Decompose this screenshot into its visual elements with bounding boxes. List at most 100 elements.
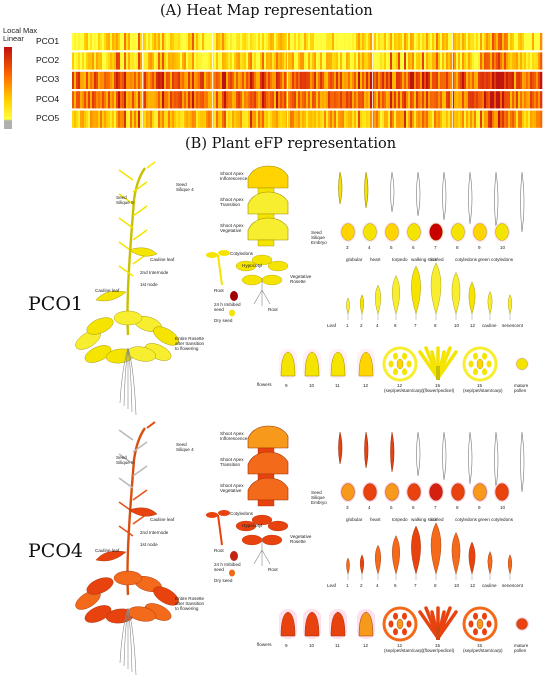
heatmap-cell — [404, 71, 407, 89]
heatmap-cell — [212, 110, 215, 128]
heatmap-cell — [414, 52, 417, 70]
heatmap-cell — [360, 52, 363, 70]
silique — [364, 171, 369, 209]
embryo-number: 8 — [456, 245, 459, 250]
heatmap-cell — [342, 71, 345, 89]
heatmap-cell — [376, 110, 379, 128]
heatmap-cell — [176, 91, 179, 109]
heatmap-cell — [462, 91, 465, 109]
heatmap-cell — [270, 71, 273, 89]
heatmap-cell — [422, 71, 425, 89]
heatmap-cell — [504, 71, 507, 89]
flower-bud — [330, 611, 346, 637]
heatmap-cell — [162, 71, 165, 89]
heatmap-cell — [392, 91, 395, 109]
heatmap-cell — [432, 71, 435, 89]
heatmap-cell — [352, 91, 355, 109]
heatmap-cell — [282, 52, 285, 70]
embryo-number: 3 — [346, 245, 349, 250]
heatmap-cell — [176, 71, 179, 89]
heatmap-cell — [310, 33, 313, 51]
embryo-stage-label: cotyledons — [455, 257, 477, 262]
legend-title: Local Max Linear — [3, 27, 37, 43]
label-root: Root — [214, 548, 224, 553]
heatmap-cell — [370, 33, 373, 51]
heatmap-cell — [538, 91, 541, 109]
heatmap-cell — [208, 33, 211, 51]
heatmap-cell — [204, 71, 207, 89]
heatmap-cell — [524, 91, 527, 109]
heatmap-cell — [120, 33, 123, 51]
heatmap-cell — [348, 91, 351, 109]
heatmap-cell — [262, 52, 265, 70]
heatmap-row — [72, 52, 543, 70]
heatmap-cell — [136, 33, 139, 51]
heatmap-cell — [514, 33, 517, 51]
heatmap-cell — [454, 52, 457, 70]
embryo-stage-label: torpedo — [392, 257, 408, 262]
heatmap-cell — [340, 33, 343, 51]
heatmap-cell — [404, 110, 407, 128]
heatmap-cell — [160, 110, 163, 128]
heatmap-cell — [316, 71, 319, 89]
embryo — [429, 223, 443, 241]
heatmap-cell — [310, 91, 313, 109]
heatmap-cell — [312, 71, 315, 89]
heatmap-cell — [232, 33, 235, 51]
heatmap-cell — [372, 91, 375, 109]
heatmap-cell — [138, 91, 141, 109]
heatmap-cell — [458, 33, 461, 51]
embryo-number: 10 — [500, 505, 506, 510]
heatmap-cell — [538, 52, 541, 70]
heatmap-cell — [156, 91, 159, 109]
heatmap-cell — [378, 91, 381, 109]
heatmap-cell — [380, 52, 383, 70]
embryo — [495, 483, 509, 501]
heatmap-cell — [250, 91, 253, 109]
heatmap-cell — [296, 110, 299, 128]
heatmap-cell — [338, 71, 341, 89]
label-cotyledons: Cotyledons — [230, 511, 253, 516]
heatmap-cell — [266, 71, 269, 89]
heatmap-cell — [212, 52, 215, 70]
heatmap-cell — [440, 71, 443, 89]
heatmap-cell — [396, 71, 399, 89]
heatmap-cell — [374, 71, 377, 89]
heatmap-cell — [166, 71, 169, 89]
heatmap-cell — [202, 33, 205, 51]
heatmap-cell — [232, 110, 235, 128]
heatmap-cell — [80, 52, 83, 70]
silique — [416, 431, 421, 477]
leaf-number: 8 — [434, 583, 437, 588]
heatmap-cell — [216, 33, 219, 51]
heatmap-cell — [276, 71, 279, 89]
heatmap-cell — [474, 91, 477, 109]
embryo-number: 4 — [368, 245, 371, 250]
heatmap-cell — [234, 91, 237, 109]
label-shoot-apex: Shoot Apex Transition — [220, 457, 244, 467]
heatmap-cell — [476, 71, 479, 89]
heatmap-cell — [516, 110, 519, 128]
heatmap-cell — [526, 52, 529, 70]
heatmap-cell — [180, 110, 183, 128]
heatmap-cell — [176, 110, 179, 128]
heatmap-cell — [160, 33, 163, 51]
heatmap-cell — [106, 110, 109, 128]
heatmap-cell — [102, 91, 105, 109]
heatmap-cell — [298, 91, 301, 109]
heatmap-cell — [170, 52, 173, 70]
silique — [416, 171, 421, 217]
heatmap-cell — [290, 33, 293, 51]
flower-number: 10 — [309, 643, 315, 648]
heatmap-cell — [352, 110, 355, 128]
embryo-number: 7 — [434, 505, 437, 510]
heatmap-cell — [260, 33, 263, 51]
heatmap-cell — [362, 71, 365, 89]
heatmap-cell — [322, 91, 325, 109]
heatmap-cell — [180, 71, 183, 89]
heatmap-cell — [466, 52, 469, 70]
heatmap-cell — [228, 110, 231, 128]
heatmap-cell — [254, 33, 257, 51]
heatmap-cell — [84, 33, 87, 51]
heatmap-cell — [262, 33, 265, 51]
